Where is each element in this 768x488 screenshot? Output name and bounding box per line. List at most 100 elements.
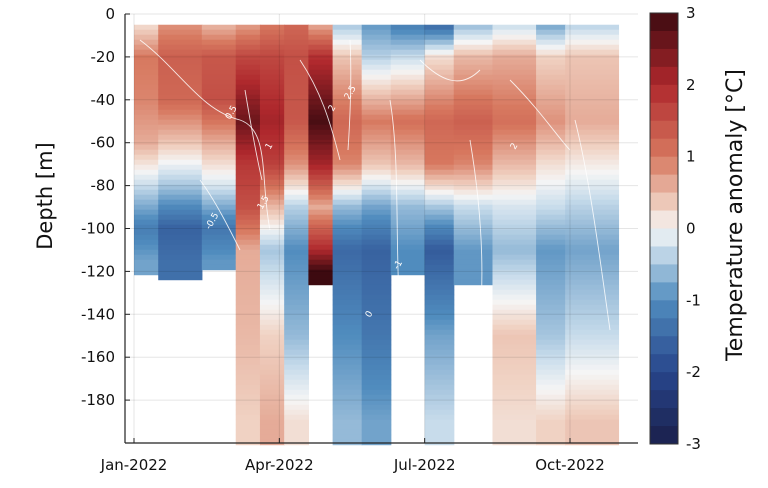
heat-cell bbox=[492, 219, 537, 226]
heat-cell bbox=[424, 34, 455, 41]
heat-cell bbox=[361, 99, 392, 106]
heat-cell bbox=[259, 139, 285, 146]
heat-cell bbox=[424, 69, 455, 76]
heat-cell bbox=[284, 124, 309, 131]
heat-cell bbox=[134, 269, 159, 276]
heat-cell bbox=[492, 344, 537, 351]
heat-cell bbox=[259, 379, 285, 386]
heat-cell bbox=[158, 149, 203, 156]
heat-cell bbox=[308, 24, 334, 31]
heat-cell bbox=[361, 154, 392, 161]
heat-cell bbox=[565, 64, 620, 71]
y-tick-label: 0 bbox=[105, 5, 115, 23]
heat-cell bbox=[492, 339, 537, 346]
heat-cell bbox=[308, 169, 334, 176]
heat-cell bbox=[492, 214, 537, 221]
heat-cell bbox=[158, 269, 203, 276]
heat-cell bbox=[453, 154, 494, 161]
data-column-9 bbox=[390, 24, 426, 276]
heat-cell bbox=[492, 254, 537, 261]
heat-cell bbox=[361, 64, 392, 71]
heat-cell bbox=[235, 84, 261, 91]
heat-cell bbox=[536, 154, 566, 161]
heat-cell bbox=[390, 139, 426, 146]
heat-cell bbox=[158, 234, 203, 241]
contour-line-1 bbox=[244, 89, 263, 181]
heat-cell bbox=[536, 339, 566, 346]
heat-cell bbox=[361, 314, 392, 321]
heat-cell bbox=[284, 359, 309, 366]
heat-cell bbox=[453, 244, 494, 251]
heat-cell bbox=[536, 159, 566, 166]
heat-cell bbox=[565, 394, 620, 401]
heat-cell bbox=[259, 24, 285, 31]
heat-cell bbox=[235, 324, 261, 331]
heat-cell bbox=[361, 129, 392, 136]
heat-cell bbox=[536, 174, 566, 181]
heat-cell bbox=[390, 204, 426, 211]
heat-cell bbox=[235, 264, 261, 271]
heat-cell bbox=[424, 159, 455, 166]
heat-cell bbox=[361, 184, 392, 191]
heat-cell bbox=[492, 359, 537, 366]
heat-cell bbox=[134, 124, 159, 131]
heat-cell bbox=[201, 59, 237, 66]
heat-cell bbox=[158, 59, 203, 66]
heat-cell bbox=[492, 374, 537, 381]
heat-cell bbox=[158, 24, 203, 31]
heat-cell bbox=[565, 259, 620, 266]
heat-cell bbox=[235, 194, 261, 201]
heat-cell bbox=[201, 64, 237, 71]
heat-cell bbox=[284, 384, 309, 391]
heat-cell bbox=[565, 314, 620, 321]
heat-cell bbox=[565, 294, 620, 301]
heat-cell bbox=[284, 329, 309, 336]
heat-cell bbox=[332, 384, 363, 391]
heat-cell bbox=[235, 404, 261, 411]
heat-cell bbox=[361, 189, 392, 196]
colorbar-step bbox=[650, 156, 678, 176]
heat-cell bbox=[201, 259, 237, 266]
heat-cell bbox=[308, 154, 334, 161]
heat-cell bbox=[536, 69, 566, 76]
heat-cell bbox=[134, 74, 159, 81]
heat-cell bbox=[536, 89, 566, 96]
heat-cell bbox=[424, 254, 455, 261]
heat-cell bbox=[201, 29, 237, 36]
heat-cell bbox=[259, 169, 285, 176]
heat-cell bbox=[284, 289, 309, 296]
heat-cell bbox=[259, 309, 285, 316]
heat-cell bbox=[235, 244, 261, 251]
heat-cell bbox=[424, 419, 455, 426]
heat-cell bbox=[424, 399, 455, 406]
heat-cell bbox=[361, 109, 392, 116]
heat-cell bbox=[308, 214, 334, 221]
heat-cell bbox=[453, 119, 494, 126]
heat-cell bbox=[390, 69, 426, 76]
heat-cell bbox=[235, 174, 261, 181]
heat-cell bbox=[361, 59, 392, 66]
heat-cell bbox=[259, 34, 285, 41]
heat-cell bbox=[536, 24, 566, 31]
heat-cell bbox=[424, 39, 455, 46]
heat-cell bbox=[308, 249, 334, 256]
heat-cell bbox=[361, 354, 392, 361]
heat-cell bbox=[536, 299, 566, 306]
heat-cell bbox=[235, 249, 261, 256]
x-tick-label: Oct-2022 bbox=[535, 456, 605, 474]
heat-cell bbox=[259, 114, 285, 121]
heat-cell bbox=[565, 359, 620, 366]
heat-cell bbox=[361, 214, 392, 221]
heat-cell bbox=[308, 279, 334, 286]
heat-cell bbox=[361, 434, 392, 441]
heat-cell bbox=[201, 124, 237, 131]
heat-cell bbox=[332, 199, 363, 206]
contour-line-4 bbox=[389, 99, 401, 321]
heat-cell bbox=[308, 119, 334, 126]
heat-cell bbox=[565, 429, 620, 436]
heat-cell bbox=[308, 34, 334, 41]
heat-cell bbox=[332, 424, 363, 431]
heat-cell bbox=[361, 399, 392, 406]
heat-cell bbox=[361, 229, 392, 236]
heat-cell bbox=[332, 264, 363, 271]
